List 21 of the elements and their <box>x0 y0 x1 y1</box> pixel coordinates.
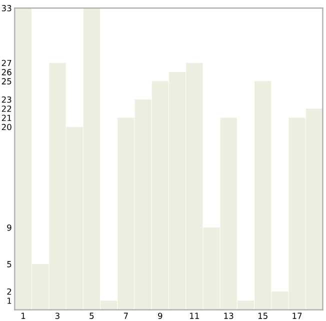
y-tick-label: 5 <box>7 261 12 268</box>
y-tick-label: 23 <box>2 96 12 103</box>
y-tick-label: 9 <box>7 224 12 231</box>
x-tick-label: 15 <box>258 312 268 319</box>
x-tick-label: 1 <box>21 312 26 319</box>
y-tick-label: 27 <box>2 60 12 66</box>
x-tick-label: 13 <box>224 312 234 319</box>
y-tick-label: 21 <box>2 114 12 121</box>
x-tick-label: 11 <box>190 312 199 319</box>
x-tick-label: 7 <box>124 312 128 319</box>
y-tick-label: 22 <box>2 106 12 112</box>
x-tick-label: 9 <box>158 312 162 319</box>
y-tick-label: 25 <box>2 78 12 84</box>
y-tick-label: 33 <box>2 5 12 12</box>
y-tick-label: 2 <box>7 288 12 295</box>
x-tick-label: 3 <box>55 312 60 319</box>
y-tick-label: 1 <box>8 298 12 304</box>
y-tick-label: 20 <box>2 124 12 130</box>
y-tick-label: 26 <box>2 69 12 76</box>
x-tick-label: 17 <box>292 312 302 319</box>
x-tick-label: 5 <box>90 312 94 319</box>
